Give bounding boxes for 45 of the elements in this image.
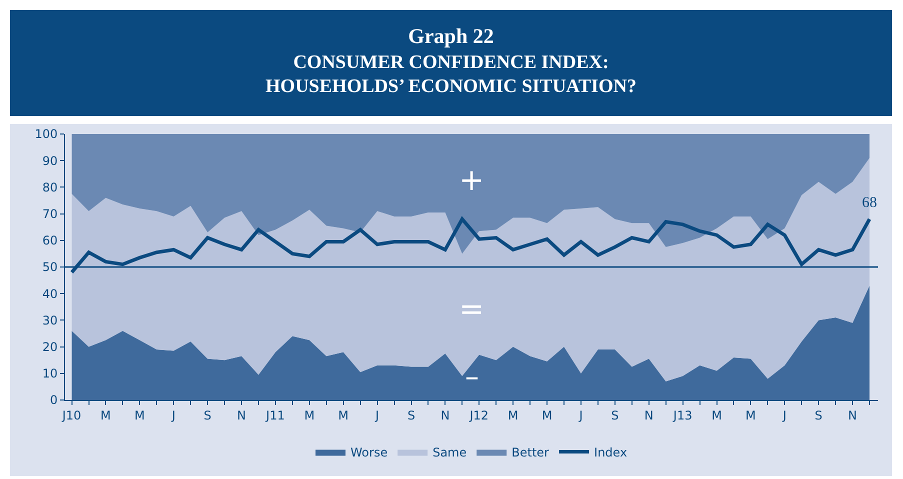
y-tick-label: 100 xyxy=(34,127,58,142)
y-tick-label: 20 xyxy=(42,340,58,354)
x-tick-label: M xyxy=(712,408,722,422)
x-tick-label: M xyxy=(508,408,518,422)
data-label: 68 xyxy=(862,195,877,211)
y-tick-label: 70 xyxy=(42,207,58,221)
x-tick-label: M xyxy=(134,408,145,422)
legend-label: Worse xyxy=(350,445,388,460)
x-tick-label: M xyxy=(100,408,111,422)
annotation: = xyxy=(459,292,484,327)
x-tick-label: J xyxy=(782,408,786,422)
y-tick-label: 90 xyxy=(42,154,58,168)
y-tick-label: 60 xyxy=(42,234,58,248)
x-tick-label: S xyxy=(611,408,619,422)
x-tick-label: M xyxy=(542,408,552,422)
legend-label: Index xyxy=(594,445,628,460)
x-tick-label: J13 xyxy=(672,408,692,422)
legend-label: Same xyxy=(432,445,467,460)
x-tick-label: M xyxy=(304,408,315,422)
y-tick-label: 0 xyxy=(50,393,58,408)
x-tick-label: N xyxy=(237,408,246,422)
x-tick-label: J xyxy=(374,408,380,422)
x-tick-label: S xyxy=(407,408,416,422)
x-tick-label: N xyxy=(848,408,858,422)
legend-label: Better xyxy=(512,445,550,460)
chart-subtitle: CONSUMER CONFIDENCE INDEX: HOUSEHOLDS’ ECONOMIC SITUATION? xyxy=(264,51,638,99)
y-tick-label: 50 xyxy=(42,260,58,274)
x-tick-label: J11 xyxy=(265,408,285,422)
y-tick-label: 30 xyxy=(42,313,58,328)
x-tick-label: S xyxy=(204,408,212,422)
chart-title: Graph 22 xyxy=(407,24,495,49)
x-tick-label: J12 xyxy=(468,408,489,422)
x-tick-label: J10 xyxy=(61,408,82,422)
x-tick-label: S xyxy=(814,408,822,422)
annotation: – xyxy=(465,360,479,393)
y-tick-label: 80 xyxy=(42,180,58,194)
x-tick-label: M xyxy=(338,408,349,422)
annotation: + xyxy=(459,163,484,198)
x-tick-label: N xyxy=(440,408,450,422)
x-tick-label: J xyxy=(170,408,176,422)
x-tick-label: M xyxy=(746,408,756,422)
x-tick-label: N xyxy=(644,408,654,422)
y-tick-label: 10 xyxy=(42,366,58,381)
x-tick-label: J xyxy=(578,408,583,422)
y-tick-label: 40 xyxy=(42,286,58,301)
